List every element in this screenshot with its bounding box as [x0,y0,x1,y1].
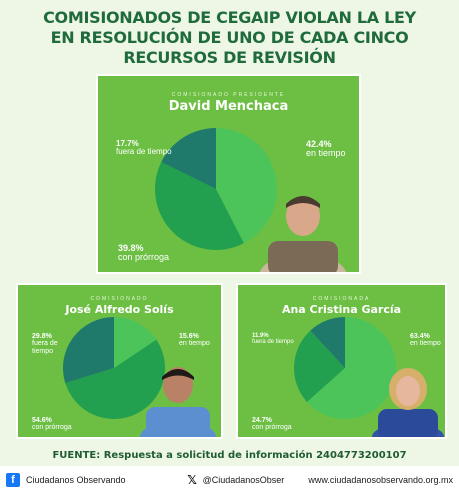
commissioner-name: David Menchaca [168,99,289,114]
chart-panel-menchaca: COMISIONADO PRESIDENTE David Menchaca 17… [96,74,361,274]
facebook-icon[interactable]: f [6,472,20,487]
pie-chart-solis [62,317,216,437]
source-note: FUENTE: Respuesta a solicitud de informa… [52,450,407,461]
headline-line-3: RECURSOS DE REVISIÓN [123,48,336,67]
label-en-tiempo: 42.4% en tiempo [306,139,346,159]
headline-line-1: COMISIONADOS DE CEGAIP VIOLAN LA LEY [43,8,416,27]
slice-con-prorroga [294,330,345,402]
footer-bar: f Ciudadanos Observando 𝕏 @CiudadanosObs… [0,466,459,493]
commissioner-name: Ana Cristina García [281,303,402,316]
slice-fuera-de-tiempo [62,317,114,384]
pie-chart-garcia [294,317,444,437]
headline: COMISIONADOS DE CEGAIP VIOLAN LA LEY EN … [10,8,449,68]
role-label: COMISIONADO PRESIDENTE [171,92,286,98]
label-con-prorroga: 24.7% con prórroga [252,417,292,432]
facebook-link[interactable]: Ciudadanos Observando [26,474,126,485]
label-en-tiempo: 15.6% en tiempo [179,333,210,348]
slice-en-tiempo [306,317,396,419]
slice-con-prorroga [155,162,244,250]
chart-panel-solis: COMISIONADO José Alfredo Solís 29.8% fuer… [16,283,223,439]
label-con-prorroga: 54.6% con prórroga [32,417,72,432]
label-fuera-de-tiempo: 29.8% fuera de tiempo [32,333,58,355]
role-label: COMISIONADO [90,296,149,302]
slice-en-tiempo [216,128,277,244]
chart-panel-garcia: COMISIONADA Ana Cristina García 11.9% fue… [236,283,447,439]
commissioner-name: José Alfredo Solís [65,303,174,316]
slice-con-prorroga [65,339,165,419]
label-en-tiempo: 63.4% en tiempo [410,333,441,348]
role-label: COMISIONADA [312,296,371,302]
headline-line-2: EN RESOLUCIÓN DE UNO DE CADA CINCO [50,28,409,47]
slice-en-tiempo [114,317,157,368]
label-con-prorroga: 39.8% con prórroga [118,243,170,263]
website-link[interactable]: www.ciudadanosobservando.org.mx [308,474,453,485]
avatar-garcia [372,368,444,437]
slice-fuera-de-tiempo [161,128,216,189]
avatar-solis [140,367,216,437]
x-handle-link[interactable]: @CiudadanosObser [202,474,285,485]
slice-fuera-de-tiempo [310,317,345,368]
pie-chart-menchaca [155,128,347,272]
label-fuera-de-tiempo: 11.9% fuera de tiempo [252,333,294,346]
x-icon[interactable]: 𝕏 [187,472,197,487]
label-fuera-de-tiempo: 17.7% fuera de tiempo [116,139,172,157]
avatar-menchaca [259,196,347,272]
